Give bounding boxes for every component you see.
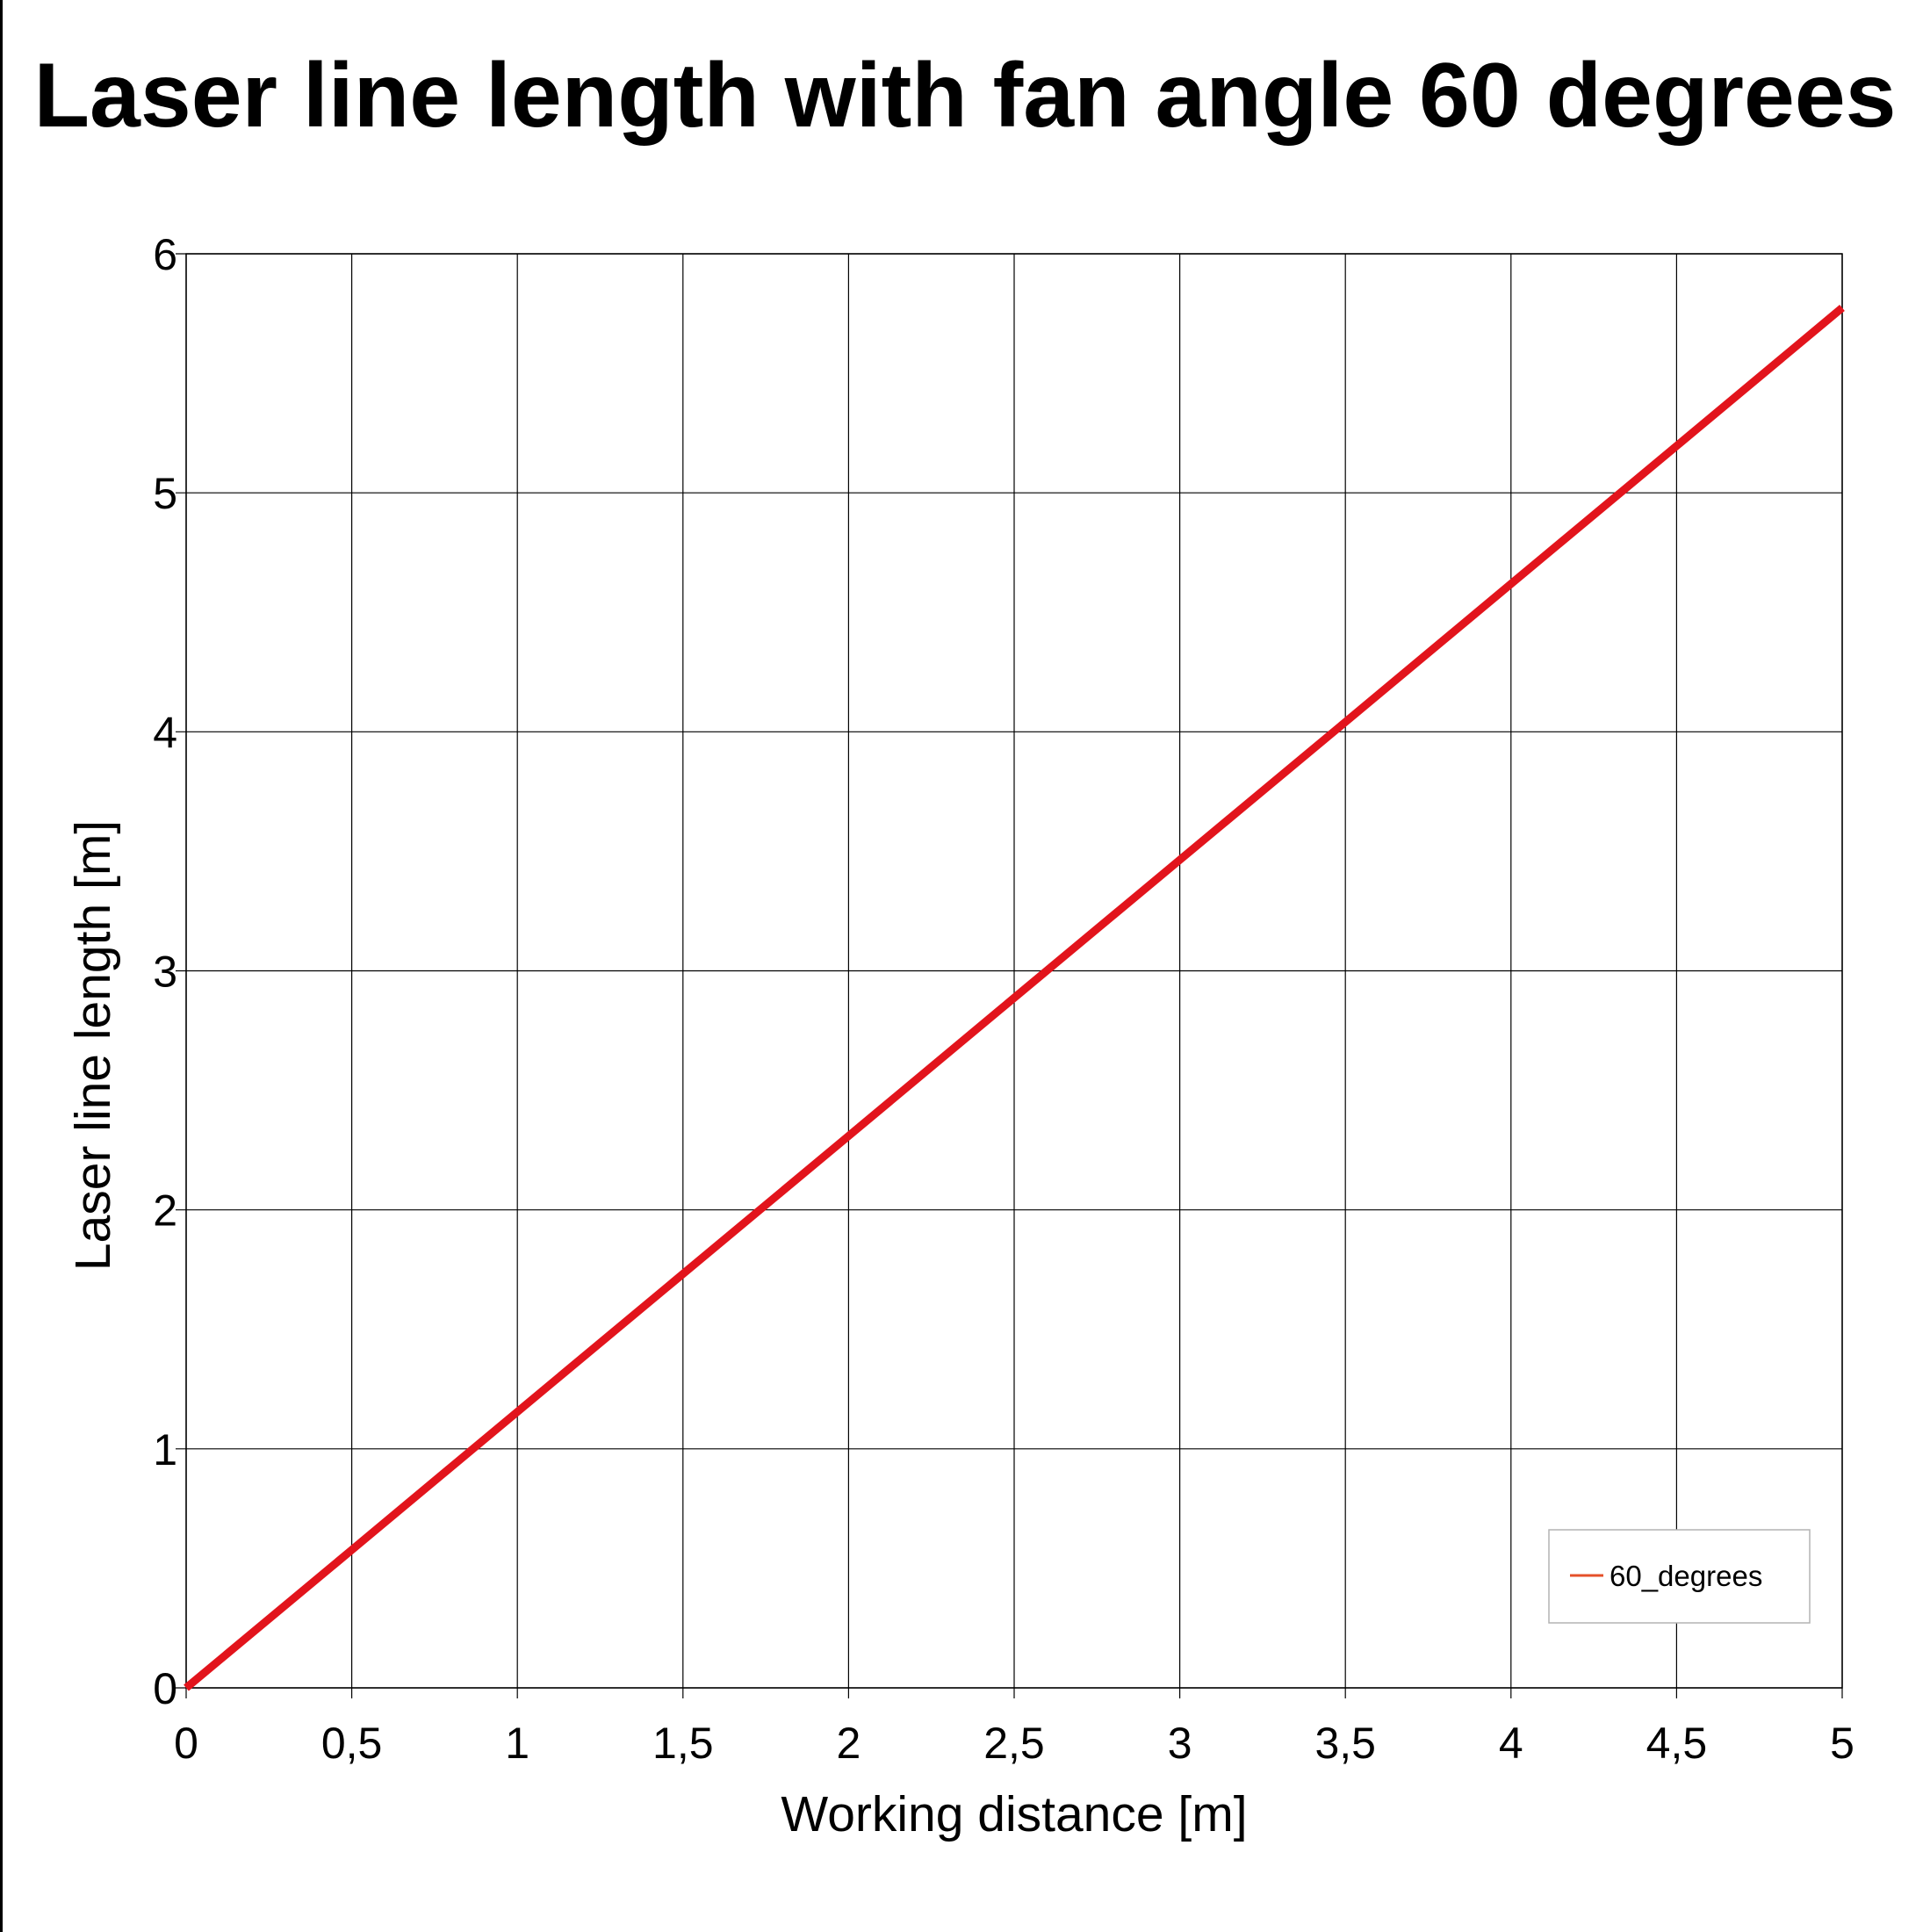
x-axis-title: Working distance [m]: [781, 1786, 1247, 1842]
y-tick-label: 1: [153, 1425, 177, 1474]
legend: 60_degrees: [1548, 1529, 1811, 1624]
y-tick-label: 0: [153, 1664, 177, 1713]
y-tick-label: 3: [153, 948, 177, 997]
series-line: [184, 305, 1845, 1691]
y-tick-labels: 0 1 2 3 4 5 6: [153, 230, 177, 1713]
x-tick-label: 2,5: [983, 1719, 1045, 1768]
x-tick-label: 3: [1168, 1719, 1192, 1768]
legend-label: 60_degrees: [1610, 1560, 1762, 1592]
x-tick-label: 0: [174, 1719, 198, 1768]
x-tick-label: 4,5: [1646, 1719, 1708, 1768]
x-gridlines: [185, 254, 1843, 1698]
x-tick-label: 2: [836, 1719, 861, 1768]
y-tick-label: 2: [153, 1186, 177, 1236]
x-tick-label: 0,5: [321, 1719, 383, 1768]
x-tick-label: 1,5: [652, 1719, 714, 1768]
y-tick-label: 6: [153, 230, 177, 279]
y-tick-label: 4: [153, 708, 177, 757]
series-layer: [184, 305, 1845, 1691]
x-tick-label: 4: [1499, 1719, 1523, 1768]
x-tick-label: 5: [1830, 1719, 1854, 1768]
x-tick-label: 3,5: [1314, 1719, 1376, 1768]
chart-title: Laser line length with fan angle 60 degr…: [33, 45, 1897, 147]
y-axis-title: Laser line length [m]: [65, 820, 121, 1271]
y-gridlines: [176, 253, 1842, 1689]
y-tick-label: 5: [153, 469, 177, 518]
x-tick-label: 1: [505, 1719, 529, 1768]
x-tick-labels: 0 0,5 1 1,5 2 2,5 3 3,5 4 4,5 5: [174, 1719, 1854, 1768]
